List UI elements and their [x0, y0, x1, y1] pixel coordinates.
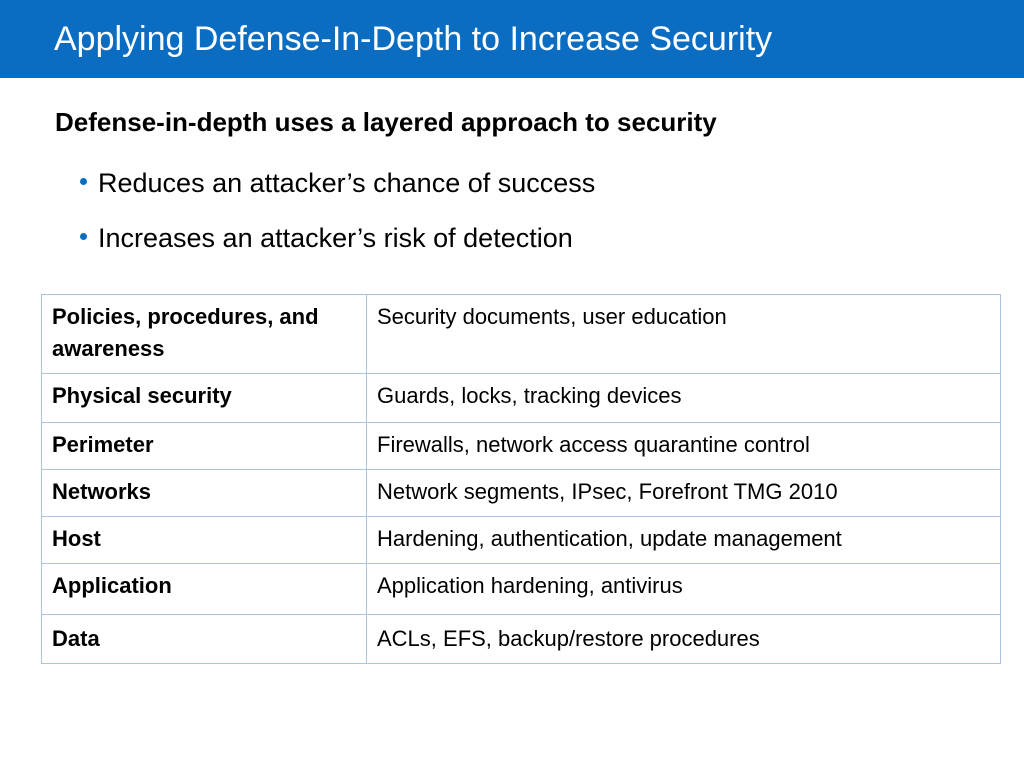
table-row: Application Application hardening, antiv… [41, 563, 1001, 615]
table-row: Policies, procedures, and awareness Secu… [41, 294, 1001, 374]
layer-name-cell: Application [41, 563, 367, 615]
table-row: Data ACLs, EFS, backup/restore procedure… [41, 614, 1001, 664]
layer-examples-cell: Guards, locks, tracking devices [366, 373, 1001, 423]
table-row: Host Hardening, authentication, update m… [41, 516, 1001, 564]
layer-examples-cell: Network segments, IPsec, Forefront TMG 2… [366, 469, 1001, 517]
table-row: Networks Network segments, IPsec, Forefr… [41, 469, 1001, 517]
slide-title: Applying Defense-In-Depth to Increase Se… [54, 20, 773, 58]
bullet-dot-icon [80, 178, 87, 185]
bullet-list: Reduces an attacker’s chance of success … [80, 163, 595, 273]
layer-examples-cell: ACLs, EFS, backup/restore procedures [366, 614, 1001, 664]
bullet-dot-icon [80, 233, 87, 240]
bullet-item: Increases an attacker’s risk of detectio… [80, 218, 595, 258]
bullet-item: Reduces an attacker’s chance of success [80, 163, 595, 203]
layer-name-cell: Policies, procedures, and awareness [41, 294, 367, 374]
layer-examples-cell: Application hardening, antivirus [366, 563, 1001, 615]
layer-name-cell: Perimeter [41, 422, 367, 470]
table-row: Physical security Guards, locks, trackin… [41, 373, 1001, 423]
layer-name-cell: Physical security [41, 373, 367, 423]
layer-examples-cell: Security documents, user education [366, 294, 1001, 374]
defense-layers-table: Policies, procedures, and awareness Secu… [41, 294, 1001, 664]
title-bar: Applying Defense-In-Depth to Increase Se… [0, 0, 1024, 78]
layer-name-cell: Data [41, 614, 367, 664]
table-row: Perimeter Firewalls, network access quar… [41, 422, 1001, 470]
layer-examples-cell: Firewalls, network access quarantine con… [366, 422, 1001, 470]
bullet-text: Reduces an attacker’s chance of success [98, 168, 596, 198]
layer-name-cell: Networks [41, 469, 367, 517]
layer-examples-cell: Hardening, authentication, update manage… [366, 516, 1001, 564]
layer-name-cell: Host [41, 516, 367, 564]
slide-heading: Defense-in-depth uses a layered approach… [55, 107, 717, 137]
bullet-text: Increases an attacker’s risk of detectio… [98, 223, 573, 253]
